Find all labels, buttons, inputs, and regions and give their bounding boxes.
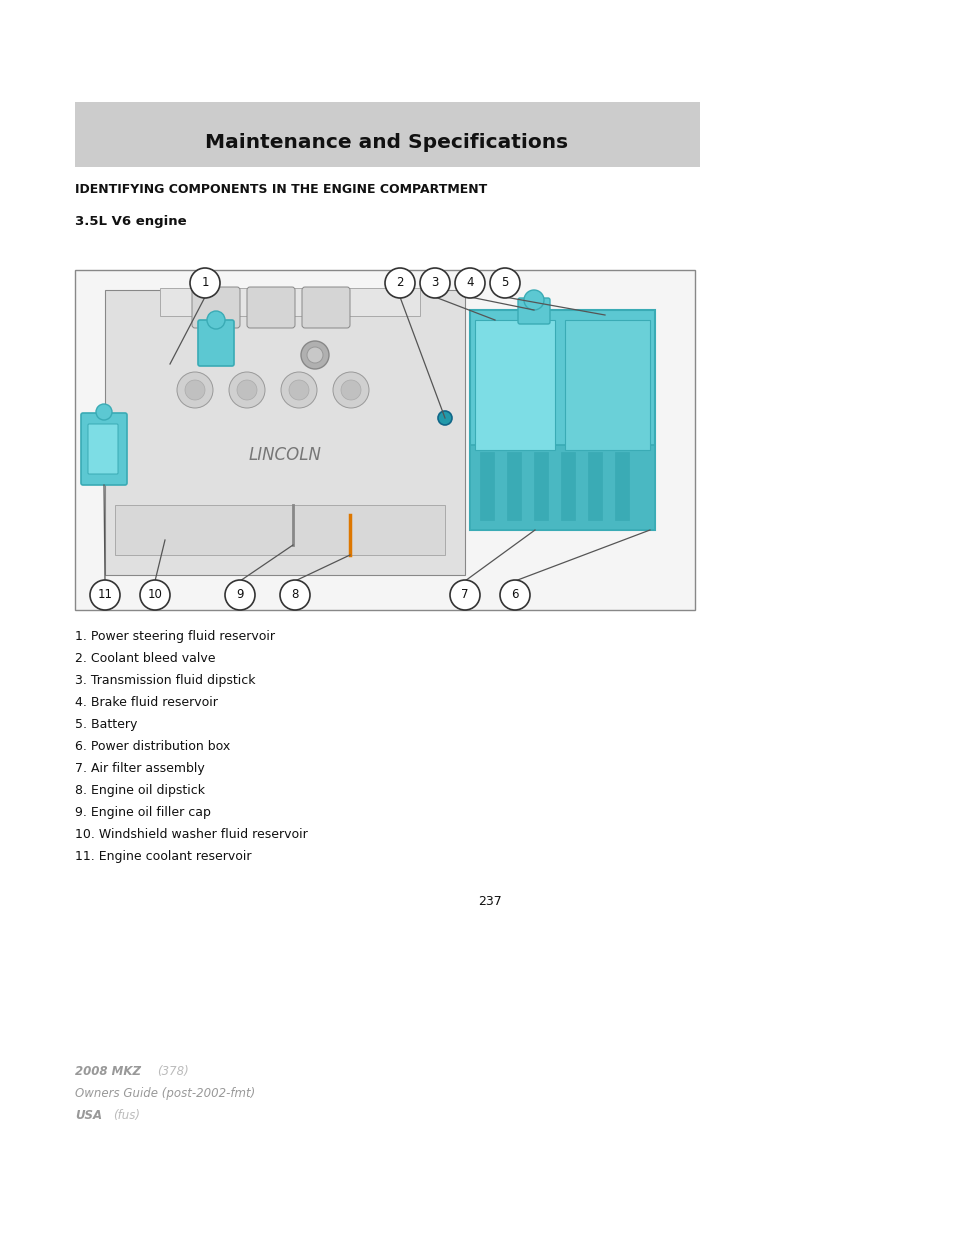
Text: 4. Brake fluid reservoir: 4. Brake fluid reservoir <box>75 697 217 709</box>
Circle shape <box>499 580 530 610</box>
Text: 1. Power steering fluid reservoir: 1. Power steering fluid reservoir <box>75 630 274 643</box>
Text: LINCOLN: LINCOLN <box>249 446 321 464</box>
Text: 9. Engine oil filler cap: 9. Engine oil filler cap <box>75 806 211 819</box>
Text: 10: 10 <box>148 589 162 601</box>
Circle shape <box>207 311 225 329</box>
Text: Owners Guide (post-2002-fmt): Owners Guide (post-2002-fmt) <box>75 1087 255 1100</box>
Text: Maintenance and Specifications: Maintenance and Specifications <box>205 133 568 152</box>
Text: 2: 2 <box>395 277 403 289</box>
Text: 9: 9 <box>236 589 244 601</box>
FancyBboxPatch shape <box>302 287 350 329</box>
FancyBboxPatch shape <box>198 320 233 366</box>
Text: 4: 4 <box>466 277 474 289</box>
Circle shape <box>236 380 256 400</box>
Text: 8. Engine oil dipstick: 8. Engine oil dipstick <box>75 784 205 797</box>
Bar <box>470 445 655 530</box>
Text: 11. Engine coolant reservoir: 11. Engine coolant reservoir <box>75 850 252 863</box>
Circle shape <box>307 347 323 363</box>
Text: 6. Power distribution box: 6. Power distribution box <box>75 740 230 753</box>
Circle shape <box>450 580 479 610</box>
Bar <box>75 270 695 610</box>
Circle shape <box>289 380 309 400</box>
Circle shape <box>455 268 484 298</box>
Circle shape <box>280 580 310 610</box>
Bar <box>560 452 575 520</box>
Text: 8: 8 <box>291 589 298 601</box>
Bar <box>160 288 419 316</box>
Text: 6: 6 <box>511 589 518 601</box>
Bar <box>615 452 628 520</box>
Circle shape <box>90 580 120 610</box>
Text: 5: 5 <box>500 277 508 289</box>
FancyBboxPatch shape <box>247 287 294 329</box>
Circle shape <box>96 404 112 420</box>
FancyBboxPatch shape <box>192 287 240 329</box>
Text: (fus): (fus) <box>112 1109 140 1123</box>
FancyBboxPatch shape <box>81 412 127 485</box>
Bar <box>534 452 547 520</box>
Circle shape <box>301 341 329 369</box>
Text: 5. Battery: 5. Battery <box>75 718 137 731</box>
FancyBboxPatch shape <box>517 298 550 324</box>
Text: 11: 11 <box>97 589 112 601</box>
Text: (378): (378) <box>157 1065 189 1078</box>
Text: 10. Windshield washer fluid reservoir: 10. Windshield washer fluid reservoir <box>75 827 308 841</box>
Circle shape <box>190 268 220 298</box>
Bar <box>479 452 494 520</box>
Bar <box>470 310 655 530</box>
Text: 2. Coolant bleed valve: 2. Coolant bleed valve <box>75 652 215 664</box>
Bar <box>75 103 700 167</box>
Circle shape <box>225 580 254 610</box>
Bar <box>564 320 649 450</box>
Circle shape <box>437 411 452 425</box>
Circle shape <box>281 372 316 408</box>
Text: 237: 237 <box>477 895 501 908</box>
Text: 3: 3 <box>431 277 438 289</box>
Bar <box>475 320 555 450</box>
Text: 3. Transmission fluid dipstick: 3. Transmission fluid dipstick <box>75 674 255 687</box>
Circle shape <box>419 268 450 298</box>
Bar <box>115 505 444 555</box>
Circle shape <box>185 380 205 400</box>
Text: IDENTIFYING COMPONENTS IN THE ENGINE COMPARTMENT: IDENTIFYING COMPONENTS IN THE ENGINE COM… <box>75 183 487 196</box>
Circle shape <box>490 268 519 298</box>
Text: 7. Air filter assembly: 7. Air filter assembly <box>75 762 205 776</box>
Circle shape <box>385 268 415 298</box>
Text: 2008 MKZ: 2008 MKZ <box>75 1065 141 1078</box>
Circle shape <box>523 290 543 310</box>
Circle shape <box>177 372 213 408</box>
Text: 1: 1 <box>201 277 209 289</box>
Bar <box>105 290 464 576</box>
Text: 3.5L V6 engine: 3.5L V6 engine <box>75 215 187 228</box>
Text: 7: 7 <box>460 589 468 601</box>
Circle shape <box>333 372 369 408</box>
Circle shape <box>340 380 360 400</box>
Circle shape <box>229 372 265 408</box>
Bar <box>587 452 601 520</box>
Bar <box>506 452 520 520</box>
FancyBboxPatch shape <box>88 424 118 474</box>
Text: USA: USA <box>75 1109 102 1123</box>
Circle shape <box>140 580 170 610</box>
